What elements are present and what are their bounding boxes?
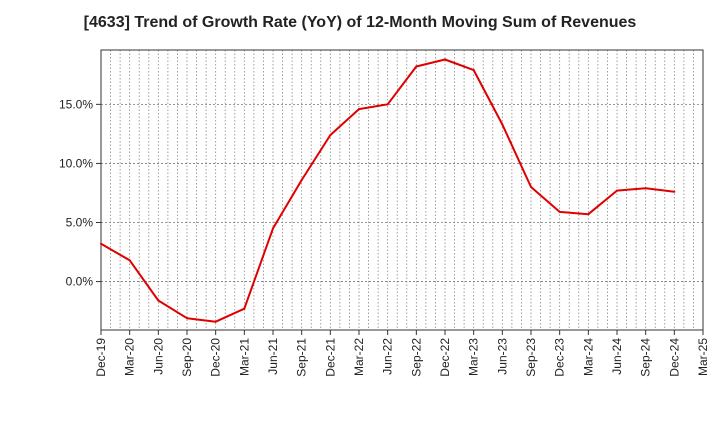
y-tick-label: 10.0% [59, 156, 93, 170]
x-tick-label: Sep-22 [409, 338, 423, 377]
data-point [587, 213, 590, 216]
plot-area [100, 49, 704, 331]
x-tick-label: Jun-22 [381, 338, 395, 375]
x-tick-label: Mar-21 [237, 338, 251, 376]
data-point [415, 65, 418, 68]
data-point [616, 189, 618, 192]
x-tick-label: Mar-23 [467, 338, 481, 376]
x-tick-label: Mar-20 [123, 338, 137, 376]
data-point [128, 259, 131, 262]
data-point [300, 178, 303, 181]
data-point [530, 186, 532, 189]
x-tick-label: Jun-20 [151, 338, 165, 375]
y-tick-label: 5.0% [66, 215, 94, 229]
x-tick-label: Sep-23 [524, 338, 538, 377]
data-point [386, 103, 389, 106]
x-tick-label: Dec-21 [323, 338, 337, 377]
x-tick-label: Dec-24 [667, 338, 681, 377]
x-tick-label: Dec-19 [94, 338, 108, 377]
x-tick-label: Sep-21 [295, 338, 309, 377]
data-point [358, 108, 360, 111]
x-tick-label: Sep-24 [639, 338, 653, 377]
series-layer [100, 58, 676, 323]
data-point [444, 58, 446, 61]
data-point [329, 134, 332, 137]
data-point [186, 317, 188, 320]
data-point [272, 227, 274, 230]
data-point [157, 299, 160, 302]
grid [101, 50, 703, 330]
y-axis-ticks: 0.0% 5.0% 10.0% 15.0% [59, 97, 101, 289]
x-tick-label: Jun-21 [266, 338, 280, 375]
x-tick-label: Sep-20 [180, 338, 194, 377]
x-tick-label: Mar-24 [581, 338, 595, 376]
x-tick-label: Mar-25 [696, 338, 710, 376]
data-point [243, 307, 246, 310]
y-tick-label: 15.0% [59, 97, 93, 111]
x-tick-label: Dec-20 [209, 338, 223, 377]
x-tick-label: Dec-23 [553, 338, 567, 377]
y-tick-label: 0.0% [66, 275, 94, 289]
x-tick-label: Jun-23 [495, 338, 509, 375]
x-tick-label: Dec-22 [438, 338, 452, 377]
x-axis-ticks: Dec-19 Mar-20 Jun-20 Sep-20 Dec-20 Mar-21 Jun-… [94, 330, 710, 377]
data-point [100, 242, 102, 245]
chart-title: [4633] Trend of Growth Rate (YoY) of 12-… [83, 14, 637, 31]
data-point [472, 69, 475, 72]
data-point [644, 187, 647, 190]
data-point [558, 210, 561, 213]
data-point [501, 123, 504, 126]
x-tick-label: Jun-24 [610, 338, 624, 375]
data-point [673, 190, 676, 193]
x-tick-label: Mar-22 [352, 338, 366, 376]
data-point [214, 320, 217, 323]
